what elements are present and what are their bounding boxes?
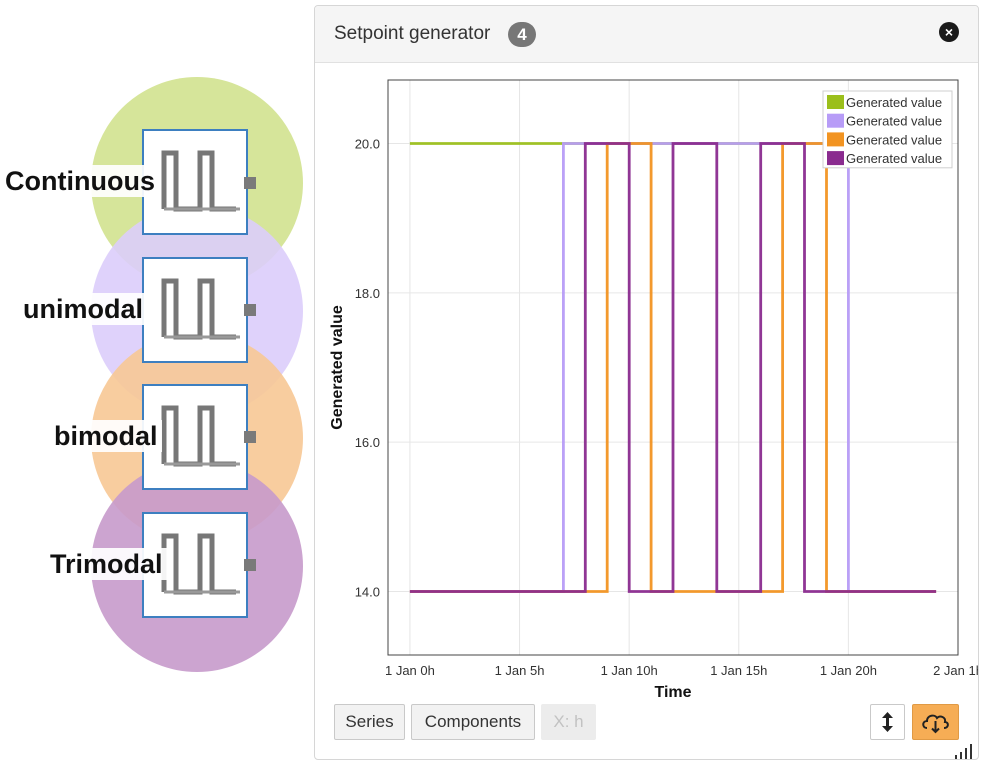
chart: 1 Jan 0h 1 Jan 5h 1 Jan 10h 1 Jan 15h 1 Jan … bbox=[329, 79, 978, 701]
y-tick-label: 14.0 bbox=[355, 585, 380, 600]
legend-label[interactable]: Generated value bbox=[846, 114, 942, 129]
legend bbox=[822, 90, 953, 169]
square-wave-icon bbox=[161, 150, 240, 212]
close-icon[interactable]: × bbox=[939, 22, 959, 42]
setpoint-generator-panel: Setpoint generator 4 × 1 Jan 0h 1 Jan 5h 1… bbox=[314, 5, 979, 760]
series-button[interactable]: Series bbox=[334, 704, 405, 740]
legend-swatch[interactable] bbox=[827, 151, 844, 166]
trimodal-label: Trimodal bbox=[46, 548, 167, 580]
series-line-4[interactable] bbox=[409, 142, 937, 593]
block-diagram: Continuous unimodal bimodal Trimodal bbox=[0, 0, 320, 765]
plot-border bbox=[387, 79, 959, 656]
x-tick-label: 1 Jan 15h bbox=[710, 663, 767, 678]
x-tick-label: 1 Jan 0h bbox=[385, 663, 435, 678]
output-port[interactable] bbox=[244, 304, 256, 316]
legend-label[interactable]: Generated value bbox=[846, 132, 942, 147]
y-tick-label: 18.0 bbox=[355, 286, 380, 301]
legend-swatch[interactable] bbox=[827, 113, 844, 128]
output-port[interactable] bbox=[244, 431, 256, 443]
x-tick-label: 1 Jan 5h bbox=[495, 663, 545, 678]
unimodal-label: unimodal bbox=[19, 293, 147, 325]
download-button[interactable] bbox=[912, 704, 959, 740]
x-axis-title: Time bbox=[654, 684, 691, 701]
legend-swatch[interactable] bbox=[827, 132, 844, 147]
resize-grip-icon[interactable] bbox=[954, 741, 976, 761]
bimodal-label: bimodal bbox=[50, 420, 162, 452]
legend-swatch[interactable] bbox=[827, 95, 844, 109]
count-badge: 4 bbox=[508, 22, 536, 47]
x-unit-button: X: h bbox=[541, 704, 596, 740]
continuous-block[interactable] bbox=[142, 129, 248, 235]
continuous-label: Continuous bbox=[1, 165, 159, 197]
x-tick-label: 1 Jan 10h bbox=[601, 663, 658, 678]
y-axis-title: Generated value bbox=[329, 305, 346, 430]
unimodal-block[interactable] bbox=[142, 257, 248, 363]
output-port[interactable] bbox=[244, 559, 256, 571]
output-port[interactable] bbox=[244, 177, 256, 189]
resize-button[interactable] bbox=[870, 704, 905, 740]
square-wave-icon bbox=[161, 533, 240, 595]
panel-header: Setpoint generator 4 × bbox=[315, 6, 978, 63]
x-tick-label: 2 Jan 1h bbox=[933, 663, 978, 678]
cloud-download-icon bbox=[922, 714, 949, 734]
vertical-arrows-icon bbox=[882, 712, 893, 732]
y-tick-label: 16.0 bbox=[355, 435, 380, 450]
square-wave-icon bbox=[161, 278, 240, 340]
components-button[interactable]: Components bbox=[411, 704, 535, 740]
square-wave-icon bbox=[161, 405, 240, 467]
legend-label[interactable]: Generated value bbox=[846, 151, 942, 166]
panel-title: Setpoint generator bbox=[334, 23, 491, 44]
legend-label[interactable]: Generated value bbox=[846, 95, 942, 110]
x-tick-label: 1 Jan 20h bbox=[820, 663, 877, 678]
y-tick-label: 20.0 bbox=[355, 136, 380, 151]
